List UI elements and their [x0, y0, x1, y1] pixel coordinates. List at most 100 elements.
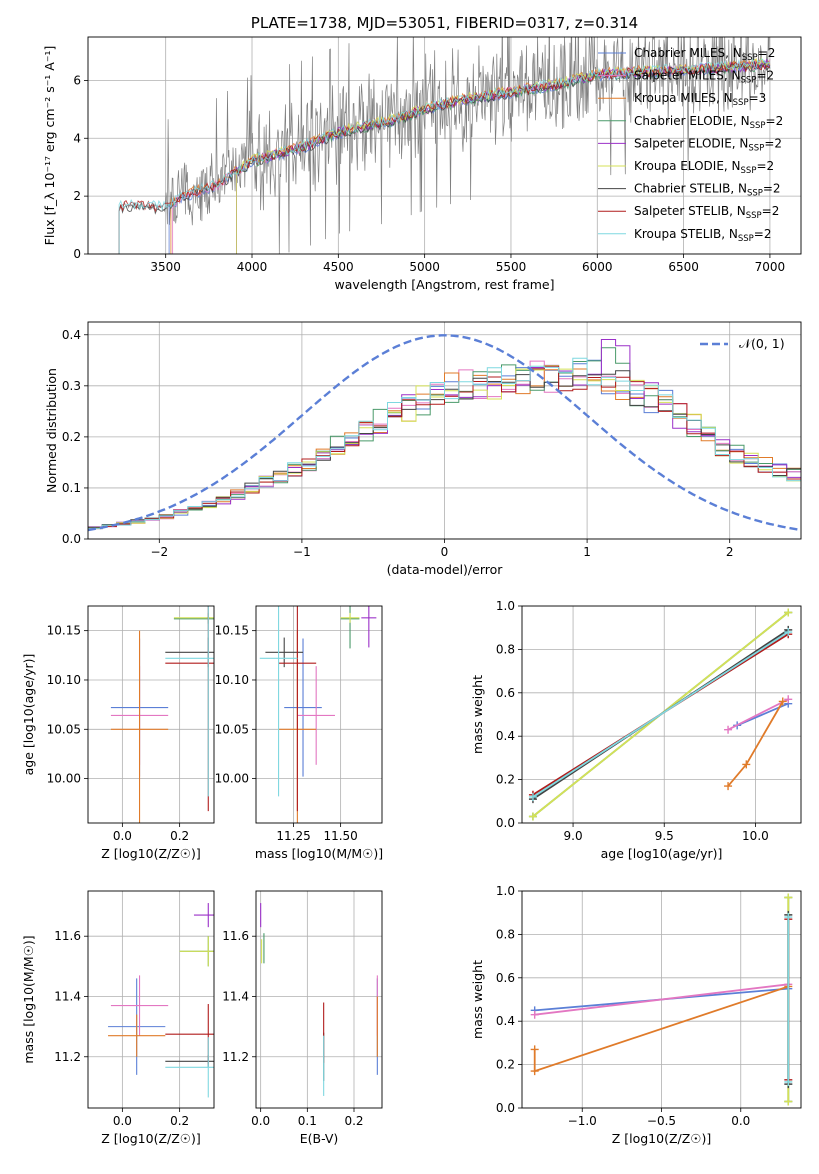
point-kroupa_stelib: [259, 606, 298, 797]
point-kroupa_elodie: [179, 936, 214, 967]
x-tick-label: 10.0: [742, 829, 769, 843]
y-tick-label: 2: [73, 189, 81, 203]
chart-age_vs_mass: 11.25 11.50 10.00 10.05 10.10 10.15 mass [log1…: [215, 605, 383, 861]
legend-label-chabrier_stelib: Chabrier STELIB, NSSP=2: [634, 182, 781, 199]
legend-tail: =2: [762, 204, 780, 218]
legend-sub: SSP: [733, 98, 749, 108]
legend-text: Chabrier ELODIE, N: [634, 114, 750, 128]
histogram-kroupa_stelib: [88, 357, 801, 530]
series-marker: [784, 695, 793, 704]
legend-tail: =2: [764, 136, 782, 150]
point-salpeter_elodie: [193, 903, 214, 928]
model-spectrum-kroupa_stelib: [118, 57, 771, 254]
model-spectrum-kroupa_elodie: [236, 56, 771, 254]
x-axis-label: wavelength [Angstrom, rest frame]: [334, 277, 554, 292]
legend-text: Salpeter STELIB, N: [634, 204, 746, 218]
y-tick-label: 0.0: [496, 816, 515, 830]
legend-text: Salpeter MILES, N: [634, 69, 741, 83]
y-tick-label: 0.3: [62, 379, 81, 393]
legend-sub: SSP: [741, 166, 757, 176]
y-tick-label: 0.2: [62, 430, 81, 444]
legend-text: Chabrier MILES, N: [634, 46, 742, 60]
y-tick-label: 0.8: [496, 642, 515, 656]
series-line: [727, 698, 789, 731]
x-tick-label: 9.5: [655, 829, 674, 843]
x-tick-label: 2: [726, 545, 734, 559]
y-axis-label: mass weight: [470, 675, 485, 754]
chart-massweight_vs_Z: −1.0 −0.5 0.0 0.0 0.2 0.4 0.6 0.8 1.0 Z [log10(Z/…: [470, 884, 802, 1146]
legend-tail: =2: [756, 69, 774, 83]
legend-tail: =2: [756, 159, 774, 173]
series-marker: [784, 1097, 793, 1106]
legend-label-salpeter_miles: Salpeter MILES, NSSP=2: [634, 69, 774, 86]
y-tick-label: 0.4: [62, 328, 81, 342]
axes-frame: [87, 605, 215, 824]
series-line: [534, 983, 789, 1016]
y-tick-label: 11.4: [54, 989, 81, 1003]
legend-tail: =2: [754, 227, 772, 241]
series-kroupa_stelib: [528, 628, 793, 801]
y-tick-label: 6: [73, 73, 81, 87]
x-tick-label: 0.2: [344, 1114, 363, 1128]
y-tick-label: 1.0: [496, 599, 515, 613]
gaussian-curve: [88, 334, 799, 532]
x-tick-label: 0.0: [113, 1114, 132, 1128]
point-salpeter_miles: [297, 666, 335, 765]
x-tick-label: 4500: [323, 260, 354, 274]
plot-area: [88, 37, 801, 254]
x-tick-label: −1: [293, 545, 311, 559]
x-tick-label: 0.1: [298, 1114, 317, 1128]
chart-title: PLATE=1738, MJD=53051, FIBERID=0317, z=0…: [251, 14, 638, 32]
series-marker: [724, 782, 733, 791]
legend-label-kroupa_miles: Kroupa MILES, NSSP=3: [634, 91, 766, 108]
x-axis-label: E(B-V): [300, 1131, 339, 1146]
x-tick-label: 6000: [582, 260, 613, 274]
axes-frame: [87, 36, 802, 255]
chart-age_vs_Z: 0.0 0.2 10.00 10.05 10.10 10.15 Z [log10(Z/Z☉)…: [21, 605, 215, 861]
y-tick-label: 0.0: [62, 532, 81, 546]
point-kroupa_elodie: [340, 612, 360, 623]
y-tick-label: 10.05: [215, 722, 249, 736]
plot-area: [88, 322, 801, 539]
series-salpeter_miles: [724, 695, 793, 734]
legend-sub: SSP: [747, 189, 763, 199]
series-marker: [784, 608, 793, 617]
y-tick-label: 0.6: [496, 686, 515, 700]
x-tick-label: 9.0: [564, 829, 583, 843]
legend-label-salpeter_stelib: Salpeter STELIB, NSSP=2: [634, 204, 779, 221]
y-tick-label: 10.15: [47, 624, 81, 638]
series-marker: [784, 1077, 793, 1086]
chart-mass_vs_Z: 0.0 0.2 11.2 11.4 11.6 Z [log10(Z/Z☉)] mass [l…: [21, 890, 215, 1146]
x-axis-label: Z [log10(Z/Z☉)]: [101, 846, 201, 861]
y-axis-label: Flux [f_λ 10⁻¹⁷ erg cm⁻² s⁻¹ A⁻¹]: [42, 46, 57, 246]
x-tick-label: 0.0: [251, 1114, 270, 1128]
legend-sub: SSP: [742, 53, 758, 63]
y-tick-label: 1.0: [496, 884, 515, 898]
point-kroupa_miles: [110, 630, 169, 823]
legend-sub: SSP: [741, 76, 757, 86]
y-tick-label: 11.4: [222, 989, 249, 1003]
series-marker: [530, 1010, 539, 1019]
chart-spectrum: 3500 4000 4500 5000 5500 6000 6500 7000 0 2 4 6 wave…: [42, 14, 802, 292]
y-tick-label: 0.4: [496, 1014, 515, 1028]
x-tick-label: 7000: [755, 260, 786, 274]
y-tick-label: 10.15: [215, 624, 249, 638]
legend-sub: SSP: [746, 211, 762, 221]
chart-residuals: −2 −1 0 1 2 0.0 0.1 0.2 0.3 0.4 (data-model)/error…: [44, 321, 802, 577]
legend-tail: =2: [758, 46, 776, 60]
legend-label-chabrier_elodie: Chabrier ELODIE, NSSP=2: [634, 114, 783, 131]
axes-frame: [255, 605, 383, 824]
legend-tail: =2: [763, 182, 781, 196]
series-line: [532, 631, 789, 798]
series-marker: [528, 792, 537, 801]
x-axis-label: Z [log10(Z/Z☉)]: [612, 1131, 712, 1146]
legend-label-chabrier_miles: Chabrier MILES, NSSP=2: [634, 46, 775, 63]
y-tick-label: 10.10: [47, 673, 81, 687]
x-axis-label: age [log10(age/yr)]: [601, 846, 723, 861]
x-tick-label: 11.50: [323, 829, 357, 843]
x-tick-label: 3500: [150, 260, 181, 274]
series-marker: [528, 812, 537, 821]
point-salpeter_miles: [110, 975, 169, 1036]
y-tick-label: 0.1: [62, 481, 81, 495]
series-marker: [778, 697, 787, 706]
